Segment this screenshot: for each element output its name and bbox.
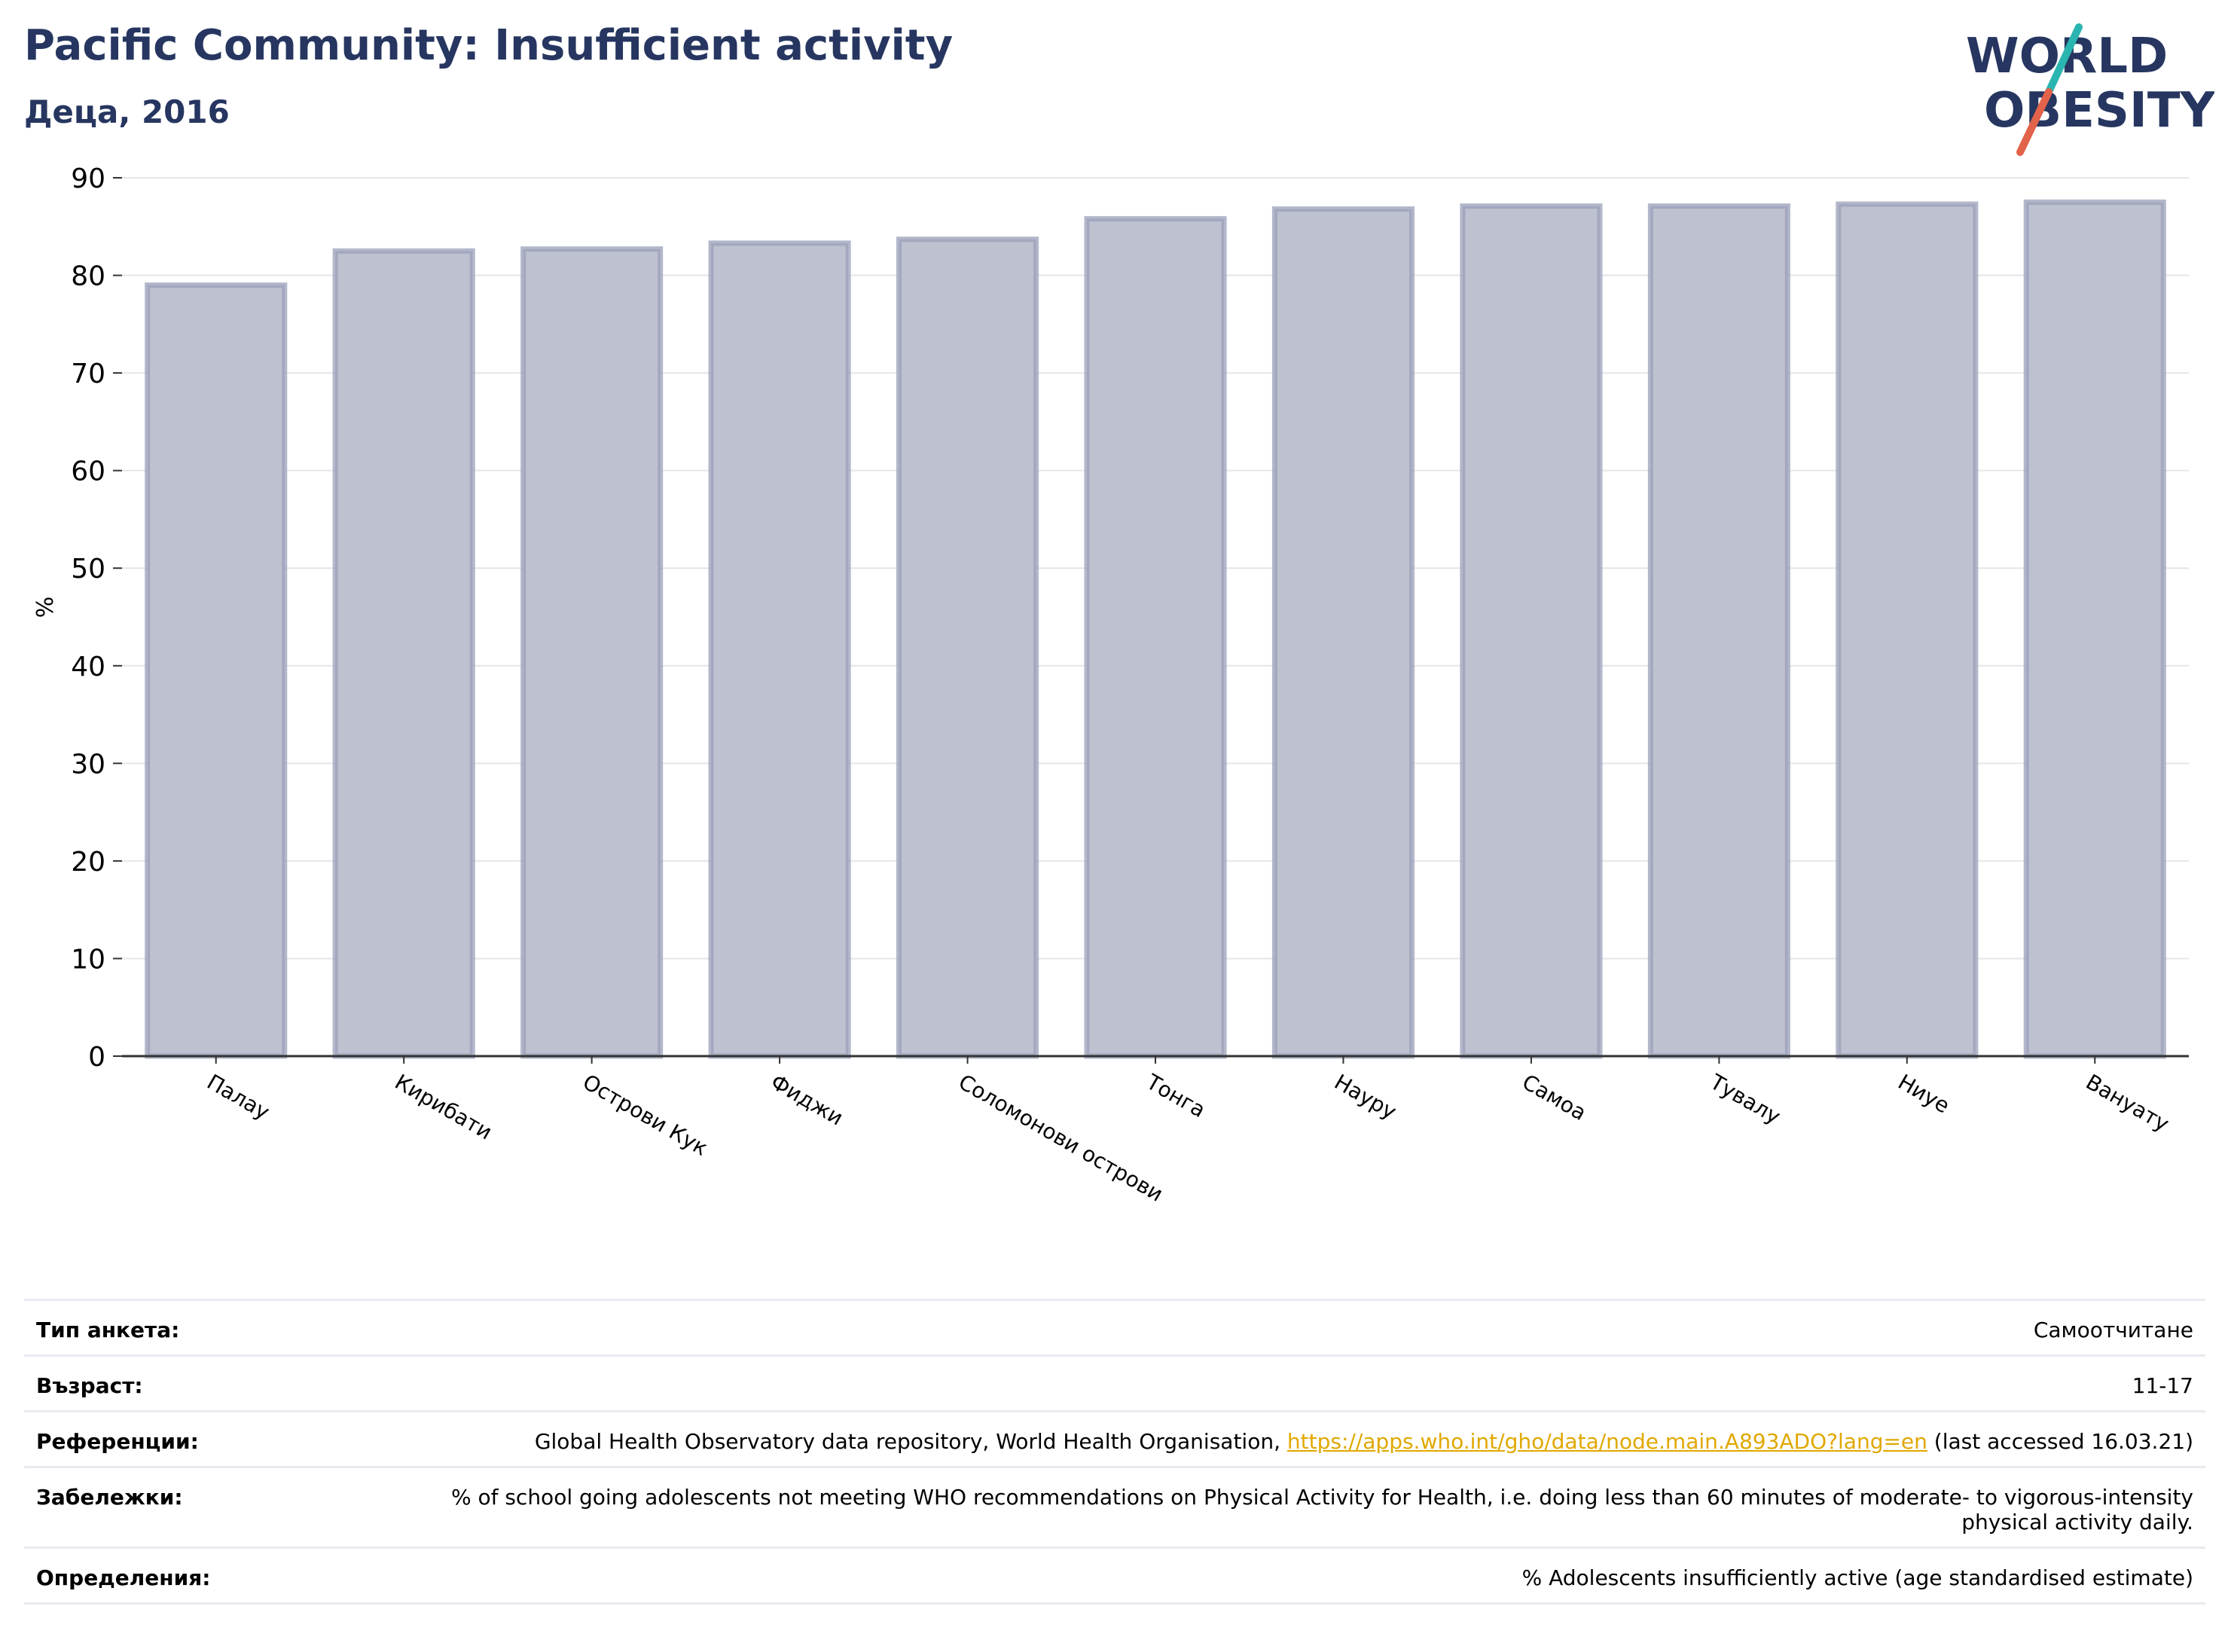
y-tick-label: 40 [71, 652, 105, 682]
world-obesity-logo: WORLD OBESITY [1966, 23, 2214, 156]
bar-0 [145, 282, 288, 1059]
info-row-survey-type: Тип анкета: Самоотчитане [24, 1299, 2205, 1354]
bar-1 [332, 248, 475, 1059]
bar-8 [1647, 203, 1790, 1059]
x-tick-label: Фиджи [767, 1069, 848, 1130]
x-tick-label: Вануату [2082, 1069, 2174, 1136]
info-label: Референции: [36, 1429, 199, 1454]
chart-title: Pacific Community: Insufficient activity [24, 21, 954, 70]
y-tick-label: 80 [71, 261, 105, 292]
bar-5 [1084, 215, 1227, 1059]
info-row-age: Възраст: 11-17 [24, 1354, 2205, 1410]
x-tick-label: Тонга [1142, 1069, 1210, 1122]
bar-3 [708, 240, 851, 1059]
bar-9 [1836, 201, 1979, 1059]
y-axis-label: % [32, 597, 59, 618]
x-tick-label: Кирибати [391, 1069, 496, 1144]
y-tick-label: 0 [88, 1042, 105, 1073]
y-tick-label: 10 [71, 944, 105, 975]
y-tick-label: 30 [71, 749, 105, 780]
info-table: Тип анкета: Самоотчитане Възраст: 11-17 … [24, 1299, 2205, 1605]
info-value: 11-17 [2132, 1373, 2193, 1398]
info-row-definitions: Определения: % Adolescents insufficientl… [24, 1547, 2205, 1605]
x-tick-label: Соломонови острови [954, 1069, 1167, 1206]
y-tick-label: 50 [71, 554, 105, 585]
y-tick-label: 70 [71, 359, 105, 389]
info-label: Възраст: [36, 1373, 143, 1398]
x-tick-label: Острови Кук [578, 1069, 712, 1160]
y-axis-ticks: 0 10 20 30 40 50 60 70 80 90 [71, 163, 122, 1073]
bar-6 [1271, 206, 1415, 1059]
info-value: Global Health Observatory data repositor… [428, 1429, 2193, 1454]
info-value: % Adolescents insufficiently active (age… [1521, 1565, 2193, 1590]
bar-4 [896, 237, 1039, 1059]
info-value: % of school going adolescents not meetin… [450, 1485, 2193, 1534]
chart-subtitle: Деца, 2016 [24, 93, 230, 130]
info-label: Определения: [36, 1565, 211, 1590]
x-tick-label: Тувалу [1705, 1069, 1785, 1129]
info-label: Забележки: [36, 1485, 183, 1510]
info-row-notes: Забележки: % of school going adolescents… [24, 1466, 2205, 1547]
logo-text-obesity: OBESITY [1984, 83, 2214, 139]
logo-slash-bottom [2016, 88, 2053, 156]
bar-7 [1460, 203, 1603, 1059]
y-tick-label: 90 [71, 163, 105, 194]
reference-link[interactable]: https://apps.who.int/gho/data/node.main.… [1286, 1429, 1927, 1454]
reference-accessed: (last accessed 16.03.21) [1927, 1429, 2193, 1454]
x-tick-label: Ниуе [1894, 1069, 1954, 1118]
bar-10 [2023, 199, 2166, 1059]
x-tick-label: Науру [1330, 1069, 1401, 1124]
reference-text: Global Health Observatory data repositor… [534, 1429, 1287, 1454]
bars [145, 199, 2166, 1059]
info-value: Самоотчитане [2033, 1318, 2193, 1342]
bar-chart: 0 10 20 30 40 50 60 70 80 90 Палау Кирибати Острови… [32, 163, 2189, 1207]
bar-2 [520, 246, 664, 1059]
y-tick-label: 20 [71, 847, 105, 878]
info-label: Тип анкета: [36, 1318, 180, 1342]
x-tick-label: Самоа [1518, 1069, 1590, 1125]
x-tick-label: Палау [203, 1069, 273, 1125]
x-axis-ticks: Палау Кирибати Острови Кук Фиджи Соломонови … [203, 1056, 2173, 1207]
logo-slash-top [2045, 23, 2083, 96]
info-row-references: Референции: Global Health Observatory da… [24, 1410, 2205, 1466]
y-tick-label: 60 [71, 457, 105, 487]
